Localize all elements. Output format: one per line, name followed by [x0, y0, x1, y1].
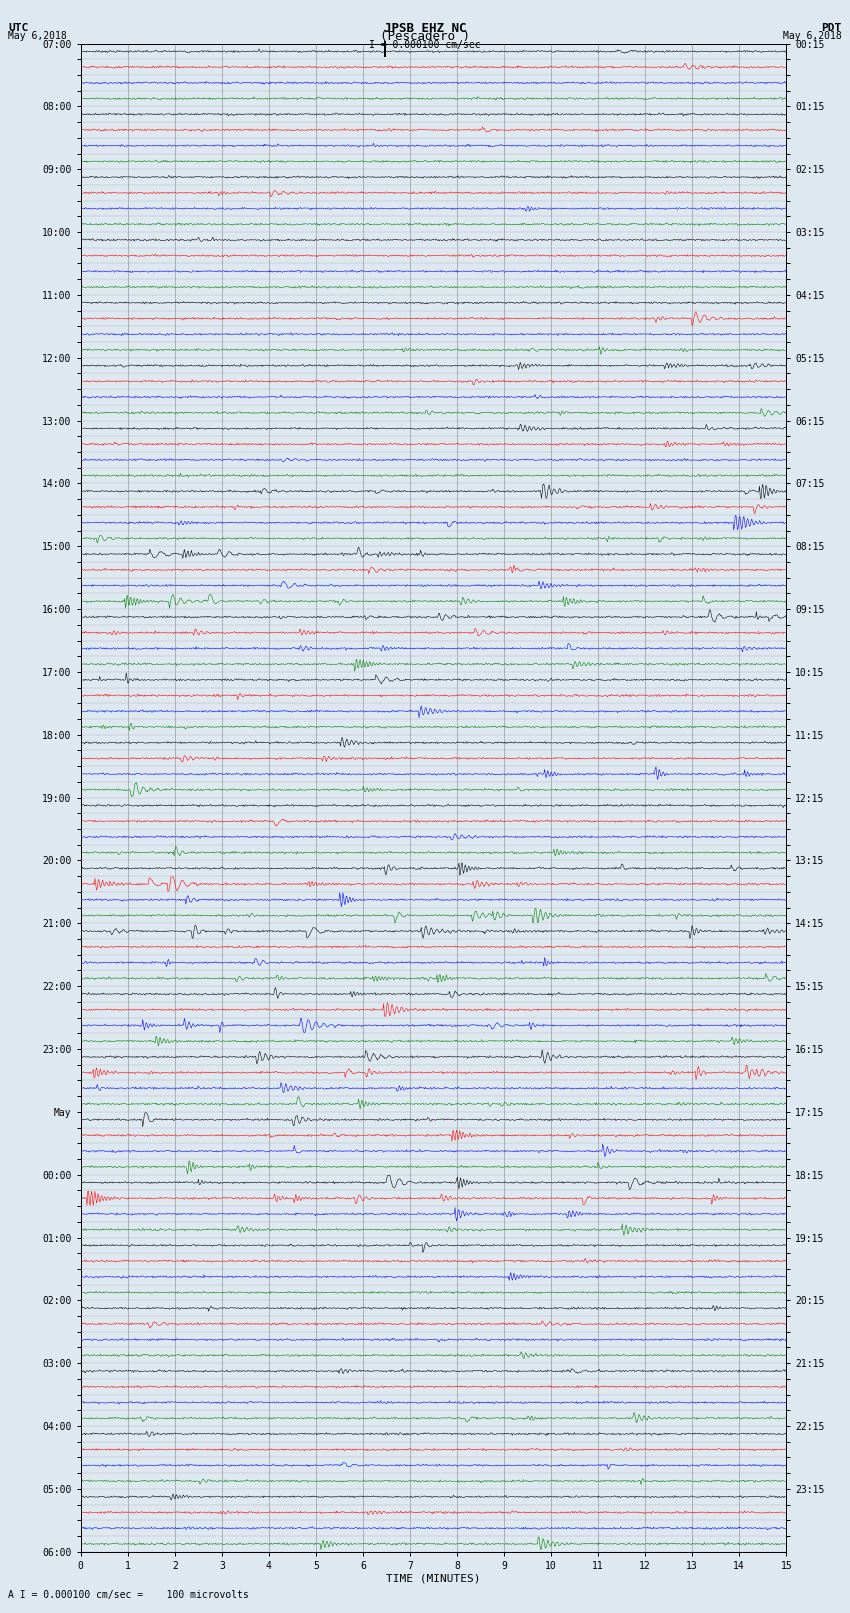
Text: May 6,2018: May 6,2018: [8, 31, 67, 40]
Text: JPSB EHZ NC: JPSB EHZ NC: [383, 21, 467, 35]
Text: May 6,2018: May 6,2018: [783, 31, 842, 40]
X-axis label: TIME (MINUTES): TIME (MINUTES): [386, 1574, 481, 1584]
Text: UTC: UTC: [8, 23, 29, 32]
Text: I = 0.000100 cm/sec: I = 0.000100 cm/sec: [369, 40, 481, 50]
Text: A I = 0.000100 cm/sec =    100 microvolts: A I = 0.000100 cm/sec = 100 microvolts: [8, 1590, 249, 1600]
Text: (Pescadero ): (Pescadero ): [380, 29, 470, 44]
Text: PDT: PDT: [821, 23, 842, 32]
